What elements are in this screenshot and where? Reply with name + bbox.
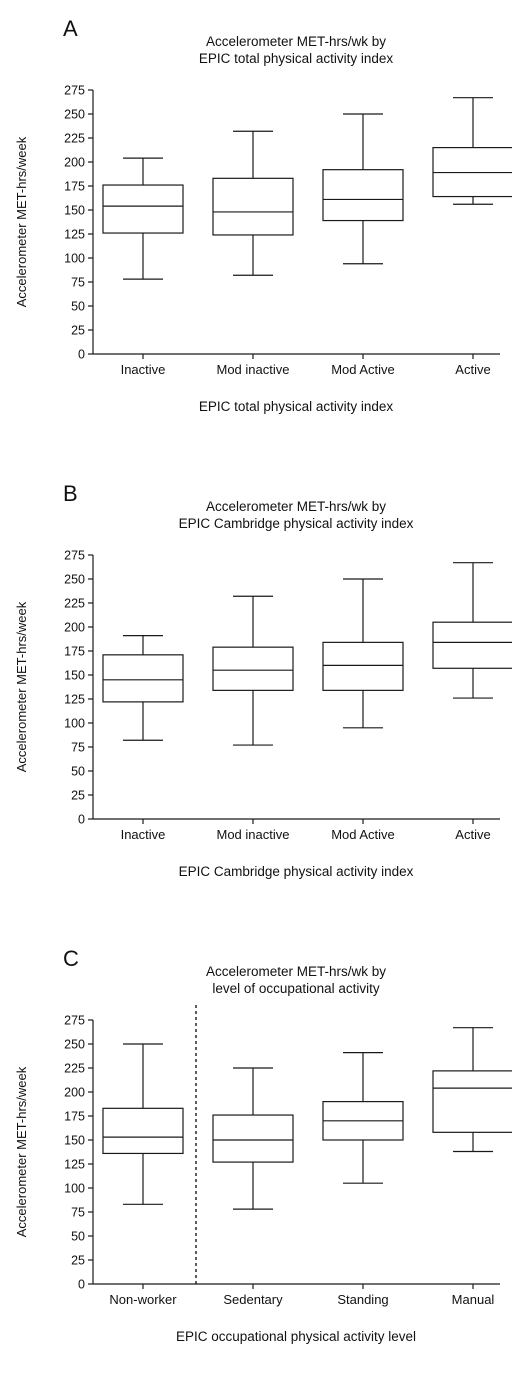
- panel-b: B Accelerometer MET-hrs/wk by EPIC Cambrid…: [0, 465, 512, 930]
- chart-c: C Accelerometer MET-hrs/wk by level of occ…: [14, 946, 512, 1344]
- y-tick-label: 100: [64, 252, 85, 266]
- y-tick-label: 25: [71, 1254, 85, 1268]
- y-tick-label: 0: [78, 1278, 85, 1292]
- y-tick-label: 50: [71, 765, 85, 779]
- box-active: [432, 621, 512, 669]
- panel-letter: A: [63, 16, 78, 41]
- chart-b: B Accelerometer MET-hrs/wk by EPIC Cambrid…: [14, 481, 512, 879]
- y-tick-label: 275: [64, 84, 85, 98]
- x-tick-label: Mod Active: [331, 362, 395, 377]
- x-tick-label: Mod inactive: [217, 827, 290, 842]
- y-tick-label: 225: [64, 1062, 85, 1076]
- box-manual: [432, 1070, 512, 1133]
- box-inactive: [102, 184, 184, 234]
- x-tick-label: Active: [455, 827, 490, 842]
- y-tick-label: 200: [64, 1086, 85, 1100]
- y-tick-label: 125: [64, 693, 85, 707]
- y-tick-label: 250: [64, 1038, 85, 1052]
- chart-title-line: Accelerometer MET-hrs/wk by: [206, 964, 386, 979]
- panel-a: A Accelerometer MET-hrs/wk by EPIC total p…: [0, 0, 512, 465]
- y-tick-label: 200: [64, 156, 85, 170]
- box-sedentary: [212, 1114, 294, 1163]
- x-tick-label: Mod inactive: [217, 362, 290, 377]
- y-tick-label: 75: [71, 1206, 85, 1220]
- x-tick-label: Non-worker: [109, 1292, 177, 1307]
- chart-title-line: level of occupational activity: [212, 981, 380, 996]
- y-axis-label: Accelerometer MET-hrs/week: [14, 1066, 29, 1237]
- chart-a: A Accelerometer MET-hrs/wk by EPIC total p…: [14, 16, 512, 414]
- y-tick-label: 150: [64, 1134, 85, 1148]
- y-tick-label: 75: [71, 741, 85, 755]
- y-tick-label: 50: [71, 300, 85, 314]
- x-tick-label: Sedentary: [223, 1292, 283, 1307]
- y-tick-label: 175: [64, 180, 85, 194]
- box-mod-active: [322, 641, 404, 691]
- y-tick-label: 275: [64, 1014, 85, 1028]
- y-tick-label: 75: [71, 276, 85, 290]
- chart-title-line: Accelerometer MET-hrs/wk by: [206, 499, 386, 514]
- y-tick-label: 0: [78, 348, 85, 362]
- y-tick-label: 150: [64, 204, 85, 218]
- x-axis-label: EPIC occupational physical activity leve…: [176, 1329, 416, 1344]
- box-mod-inactive: [212, 646, 294, 691]
- x-tick-label: Active: [455, 362, 490, 377]
- x-tick-label: Inactive: [121, 827, 166, 842]
- y-axis-label: Accelerometer MET-hrs/week: [14, 136, 29, 307]
- panel-letter: B: [63, 481, 78, 506]
- y-tick-label: 175: [64, 1110, 85, 1124]
- y-tick-label: 100: [64, 1182, 85, 1196]
- chart-title-line: EPIC total physical activity index: [199, 51, 394, 66]
- y-tick-label: 200: [64, 621, 85, 635]
- box-non-worker: [102, 1107, 184, 1155]
- y-tick-label: 250: [64, 573, 85, 587]
- y-tick-label: 175: [64, 645, 85, 659]
- y-axis-label: Accelerometer MET-hrs/week: [14, 601, 29, 772]
- x-tick-label: Manual: [452, 1292, 495, 1307]
- panel-c: C Accelerometer MET-hrs/wk by level of occ…: [0, 930, 512, 1395]
- y-tick-label: 100: [64, 717, 85, 731]
- y-tick-label: 225: [64, 132, 85, 146]
- y-tick-label: 0: [78, 813, 85, 827]
- x-tick-label: Mod Active: [331, 827, 395, 842]
- x-axis-label: EPIC total physical activity index: [199, 399, 394, 414]
- panel-letter: C: [63, 946, 79, 971]
- box-inactive: [102, 654, 184, 703]
- y-tick-label: 25: [71, 324, 85, 338]
- y-tick-label: 275: [64, 549, 85, 563]
- box-mod-inactive: [212, 177, 294, 236]
- y-tick-label: 225: [64, 597, 85, 611]
- box-mod-active: [322, 169, 404, 222]
- y-tick-label: 25: [71, 789, 85, 803]
- x-tick-label: Standing: [337, 1292, 388, 1307]
- chart-title-line: Accelerometer MET-hrs/wk by: [206, 34, 386, 49]
- x-axis-label: EPIC Cambridge physical activity index: [179, 864, 414, 879]
- y-tick-label: 150: [64, 669, 85, 683]
- y-tick-label: 250: [64, 108, 85, 122]
- chart-title-line: EPIC Cambridge physical activity index: [179, 516, 414, 531]
- y-tick-label: 50: [71, 1230, 85, 1244]
- y-tick-label: 125: [64, 228, 85, 242]
- x-tick-label: Inactive: [121, 362, 166, 377]
- y-tick-label: 125: [64, 1158, 85, 1172]
